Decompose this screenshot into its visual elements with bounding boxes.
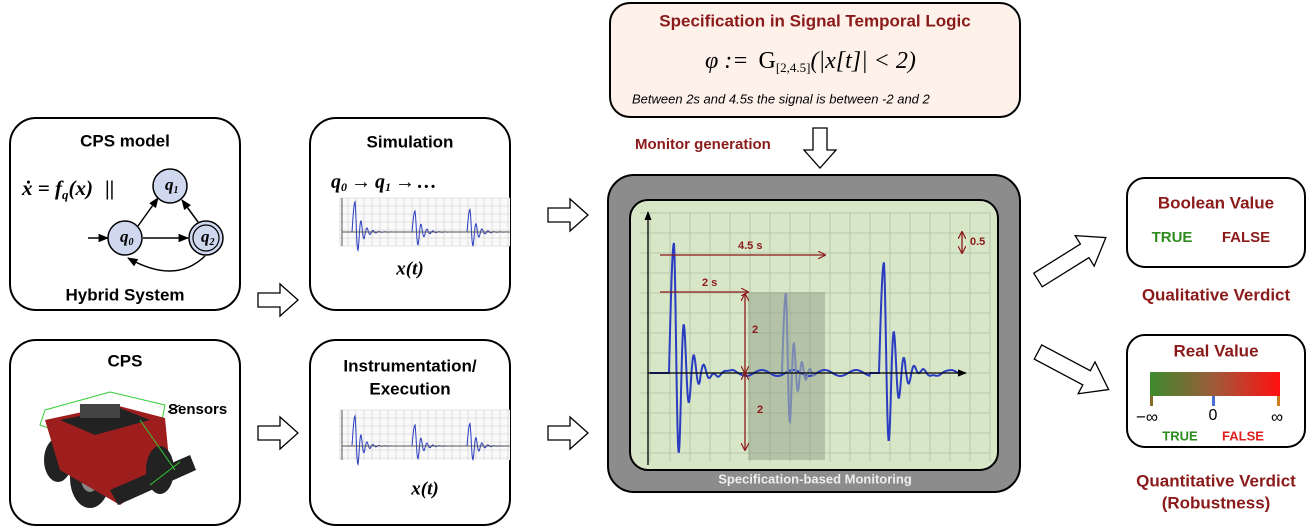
spec-title: Specification in Signal Temporal Logic bbox=[659, 11, 970, 30]
quantitative-verdict: Quantitative Verdict bbox=[1136, 471, 1296, 490]
hybrid-system: Hybrid System bbox=[65, 285, 184, 304]
real-title: Real Value bbox=[1173, 341, 1258, 360]
start-label: 2 s bbox=[702, 277, 717, 289]
quantitative-verdict: (Robustness) bbox=[1162, 493, 1271, 512]
accept-ring bbox=[192, 224, 220, 252]
robot bbox=[39, 391, 196, 508]
boolean-title: Boolean Value bbox=[1158, 193, 1274, 212]
arrow bbox=[803, 127, 837, 169]
signal bbox=[342, 414, 510, 466]
equation: ẋ = fq(x) || bbox=[21, 176, 114, 202]
state-label: q0 bbox=[120, 227, 134, 248]
neg-inf: −∞ bbox=[1136, 407, 1158, 426]
upper-label: 2 bbox=[752, 324, 758, 336]
monitor-plot: 4.5 s 2 s 2 2 0.5 bbox=[640, 211, 991, 465]
signal bbox=[342, 200, 510, 252]
false-label: FALSE bbox=[1222, 428, 1264, 443]
boolean-box bbox=[1126, 177, 1306, 268]
zero: 0 bbox=[1209, 407, 1218, 424]
specification-box bbox=[609, 2, 1021, 118]
false-label: FALSE bbox=[1222, 229, 1270, 246]
instrumentation-title: Instrumentation/ bbox=[343, 356, 476, 375]
tick bbox=[1150, 396, 1153, 406]
instrumentation-title: Execution bbox=[369, 379, 450, 398]
mini-plot bbox=[339, 197, 510, 252]
cps-model-title: CPS model bbox=[80, 131, 170, 150]
true-label: TRUE bbox=[1152, 229, 1193, 246]
state bbox=[188, 220, 224, 256]
monitor-screen bbox=[629, 199, 999, 471]
state-label: q1 bbox=[165, 175, 179, 196]
cps-title: CPS bbox=[108, 351, 143, 370]
tick bbox=[1277, 396, 1280, 406]
monitor-caption: Specification-based Monitoring bbox=[718, 471, 912, 486]
plot-bg bbox=[340, 410, 510, 460]
qualitative-verdict: Qualitative Verdict bbox=[1142, 285, 1291, 304]
robustness-bar bbox=[1150, 372, 1280, 396]
arrow bbox=[1027, 221, 1117, 296]
formula: φ := G[2,4.5](|x[t]| < 2) bbox=[705, 48, 916, 75]
state bbox=[107, 220, 143, 256]
automaton bbox=[88, 197, 206, 272]
signal-label: x(t) bbox=[395, 258, 423, 279]
mini-plot bbox=[339, 409, 510, 466]
arrow bbox=[257, 416, 299, 450]
pos-inf: ∞ bbox=[1271, 407, 1283, 426]
spec-description: Between 2s and 4.5s the signal is betwee… bbox=[632, 91, 931, 106]
state bbox=[152, 168, 188, 204]
simulation-title: Simulation bbox=[367, 132, 454, 151]
arrow bbox=[1028, 335, 1118, 407]
true-label: TRUE bbox=[1162, 428, 1198, 443]
arrow bbox=[547, 416, 589, 450]
trace: q0 → q1 →… bbox=[331, 171, 437, 194]
scale-label: 0.5 bbox=[970, 236, 985, 248]
monitor-generation: Monitor generation bbox=[635, 136, 771, 153]
state-label: q2 bbox=[201, 227, 215, 248]
horizon-label: 4.5 s bbox=[738, 240, 762, 252]
sensors-label: Sensors bbox=[168, 401, 227, 418]
cps-model-box bbox=[9, 117, 241, 311]
arrow bbox=[547, 198, 589, 232]
arrow bbox=[257, 283, 299, 317]
tick bbox=[1212, 396, 1215, 406]
signal-label: x(t) bbox=[410, 478, 438, 499]
lower-label: 2 bbox=[757, 404, 763, 416]
